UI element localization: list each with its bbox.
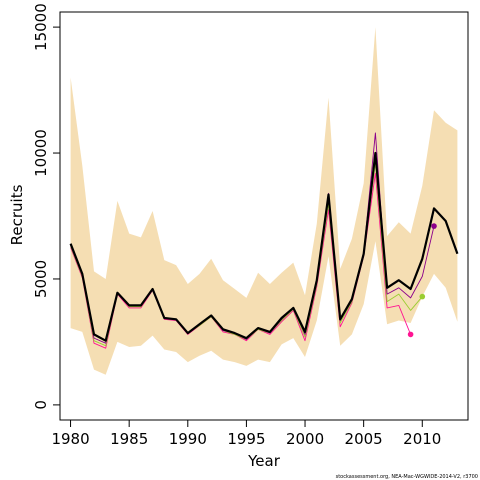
y-tick-label: 5000 [32,260,50,298]
series-end-point-retro-1 [407,331,414,338]
x-tick-label: 2005 [345,430,383,448]
y-tick-label: 10000 [32,129,50,177]
series-end-point-retro-2 [419,293,426,300]
x-tick-label: 1985 [110,430,148,448]
x-tick-label: 1995 [227,430,265,448]
confidence-band [70,27,458,375]
x-tick-label: 1980 [51,430,89,448]
series-line-main [69,151,459,342]
x-tick-label: 1990 [169,430,207,448]
x-axis-title: Year [247,452,281,470]
y-tick-label: 0 [32,400,50,410]
source-caption: stockassessment.org, NEA-Mac-WGWIDE-2014… [336,474,478,480]
series-end-point-retro-3 [431,223,437,229]
y-tick-label: 15000 [32,3,50,51]
x-tick-label: 2010 [403,430,441,448]
y-axis-title: Recruits [8,184,26,245]
x-tick-label: 2000 [286,430,324,448]
